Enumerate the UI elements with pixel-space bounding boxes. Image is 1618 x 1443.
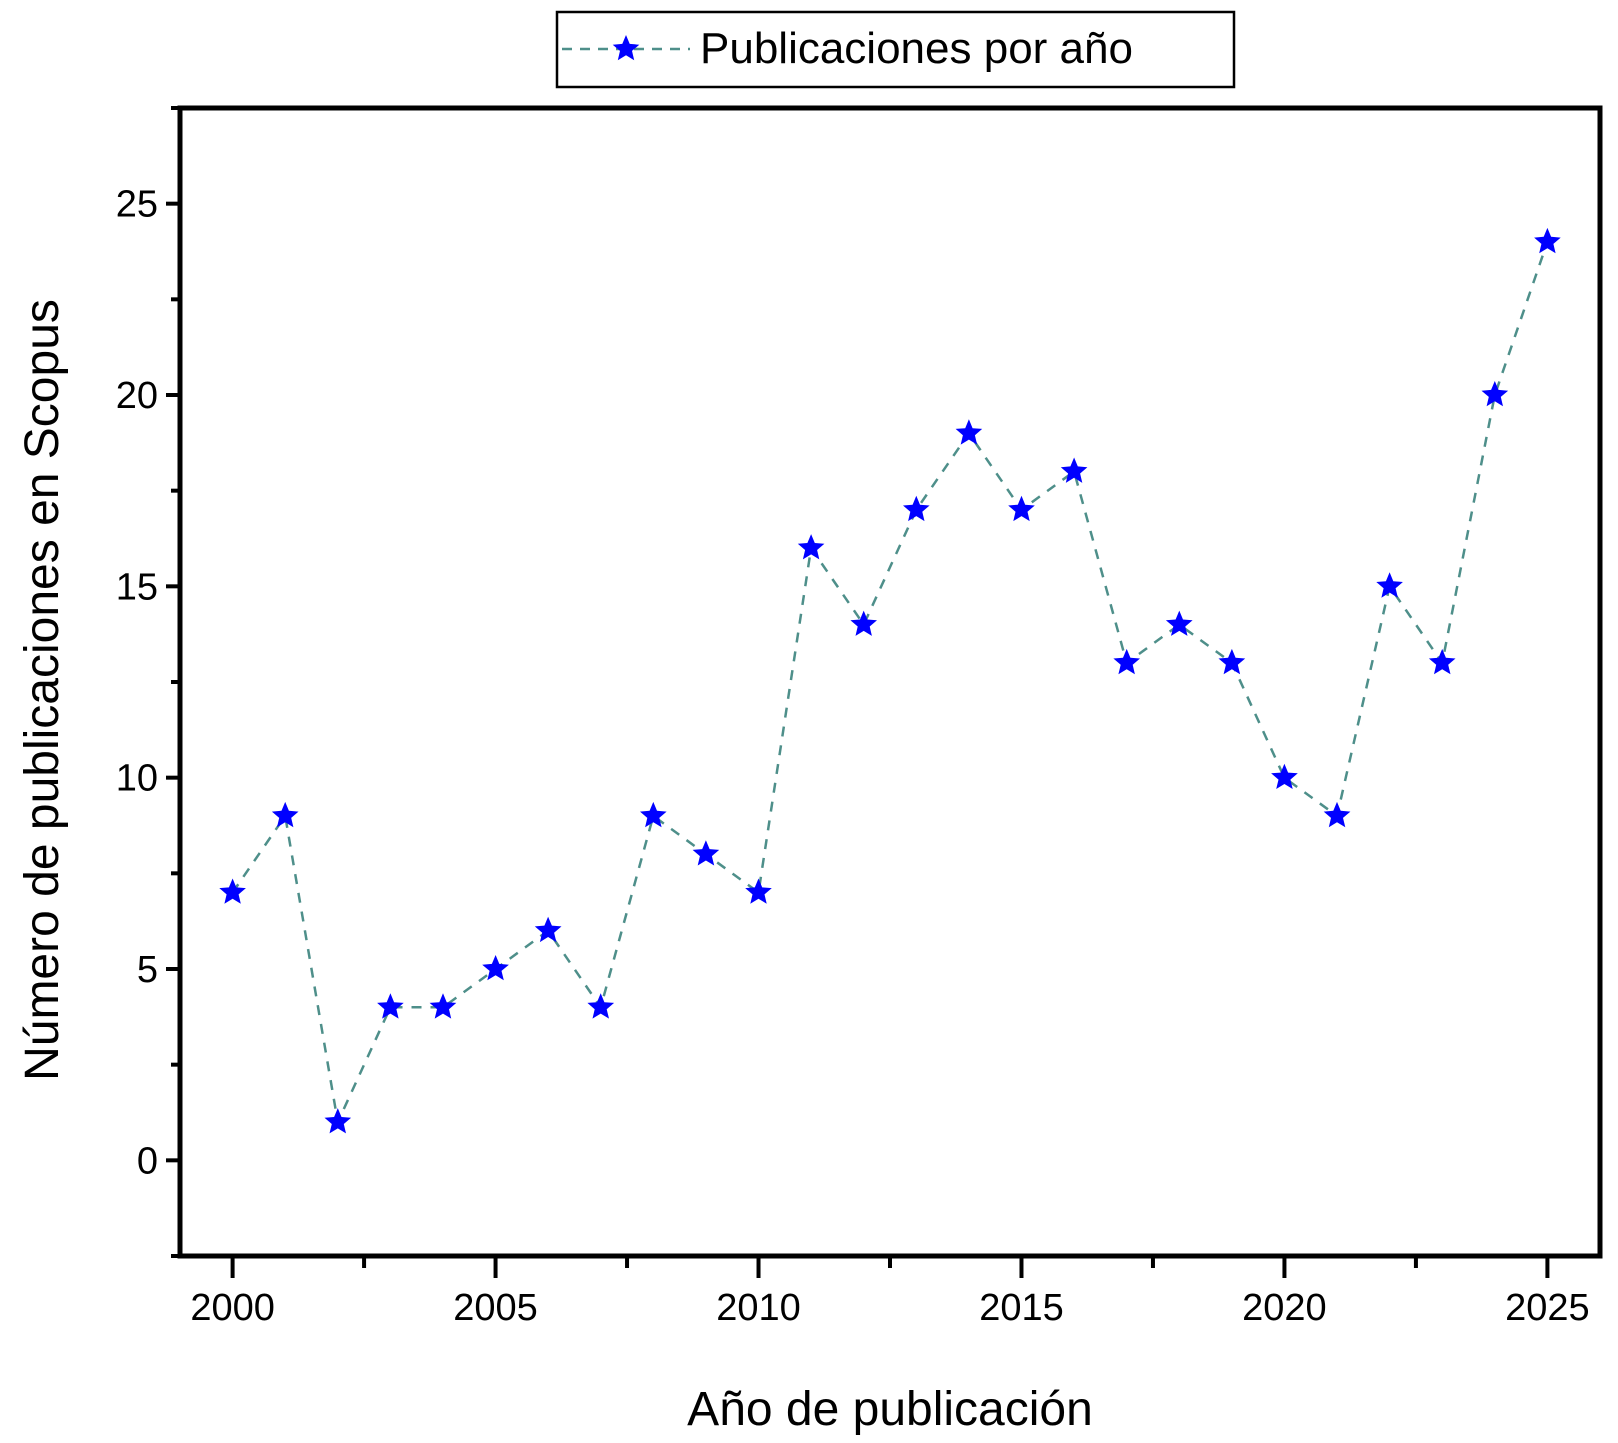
y-tick-label: 5	[137, 949, 158, 991]
x-tick-label: 2020	[1242, 1287, 1327, 1329]
star-marker	[429, 993, 457, 1019]
star-marker	[692, 840, 720, 866]
legend: Publicaciones por año	[555, 10, 1236, 89]
star-marker	[1481, 381, 1509, 407]
y-axis: 0 5 10 15 20 25	[116, 106, 180, 1258]
star-marker	[1428, 648, 1456, 675]
star-marker	[1534, 227, 1561, 254]
star-marker	[1376, 572, 1403, 598]
star-marker	[482, 955, 509, 981]
star-marker	[587, 993, 615, 1019]
x-tick-label: 2005	[453, 1287, 538, 1329]
y-axis-title: Número de publicaciones en Scopus	[16, 299, 69, 1081]
star-marker	[1165, 610, 1193, 636]
legend-label: Publicaciones por año	[700, 24, 1133, 73]
x-axis-title: Año de publicación	[687, 1383, 1093, 1436]
star-marker	[1060, 457, 1088, 483]
star-marker	[640, 801, 667, 828]
y-tick-label: 15	[116, 566, 158, 608]
star-marker	[271, 801, 299, 828]
star-marker	[219, 878, 246, 904]
x-tick-label: 2015	[979, 1287, 1064, 1329]
star-marker	[1323, 801, 1351, 828]
x-tick-label: 2000	[190, 1287, 275, 1329]
y-tick-label: 10	[116, 758, 158, 800]
star-marker	[1113, 648, 1140, 675]
x-tick-label: 2025	[1505, 1287, 1590, 1329]
star-marker	[1271, 763, 1298, 789]
star-marker	[324, 1108, 352, 1134]
star-marker	[1218, 648, 1246, 675]
x-tick-label: 2010	[716, 1287, 801, 1329]
star-marker	[745, 878, 772, 904]
data-line	[231, 241, 1549, 1127]
legend-box	[555, 10, 1236, 89]
star-marker	[850, 610, 877, 636]
x-axis: 2000 2005 2010 2015 2020 2025	[190, 1256, 1590, 1329]
star-marker	[797, 534, 825, 560]
y-tick-label: 25	[116, 184, 158, 226]
series-line	[231, 241, 1549, 1127]
star-marker	[955, 419, 983, 445]
y-tick-label: 0	[137, 1140, 158, 1182]
star-marker	[1008, 495, 1035, 522]
star-marker	[377, 993, 404, 1019]
plot-frame	[177, 105, 1603, 1259]
star-marker	[534, 916, 562, 943]
series-markers	[219, 227, 1561, 1134]
star-marker	[903, 495, 930, 522]
y-tick-label: 20	[116, 375, 158, 417]
star-icon	[612, 35, 640, 61]
